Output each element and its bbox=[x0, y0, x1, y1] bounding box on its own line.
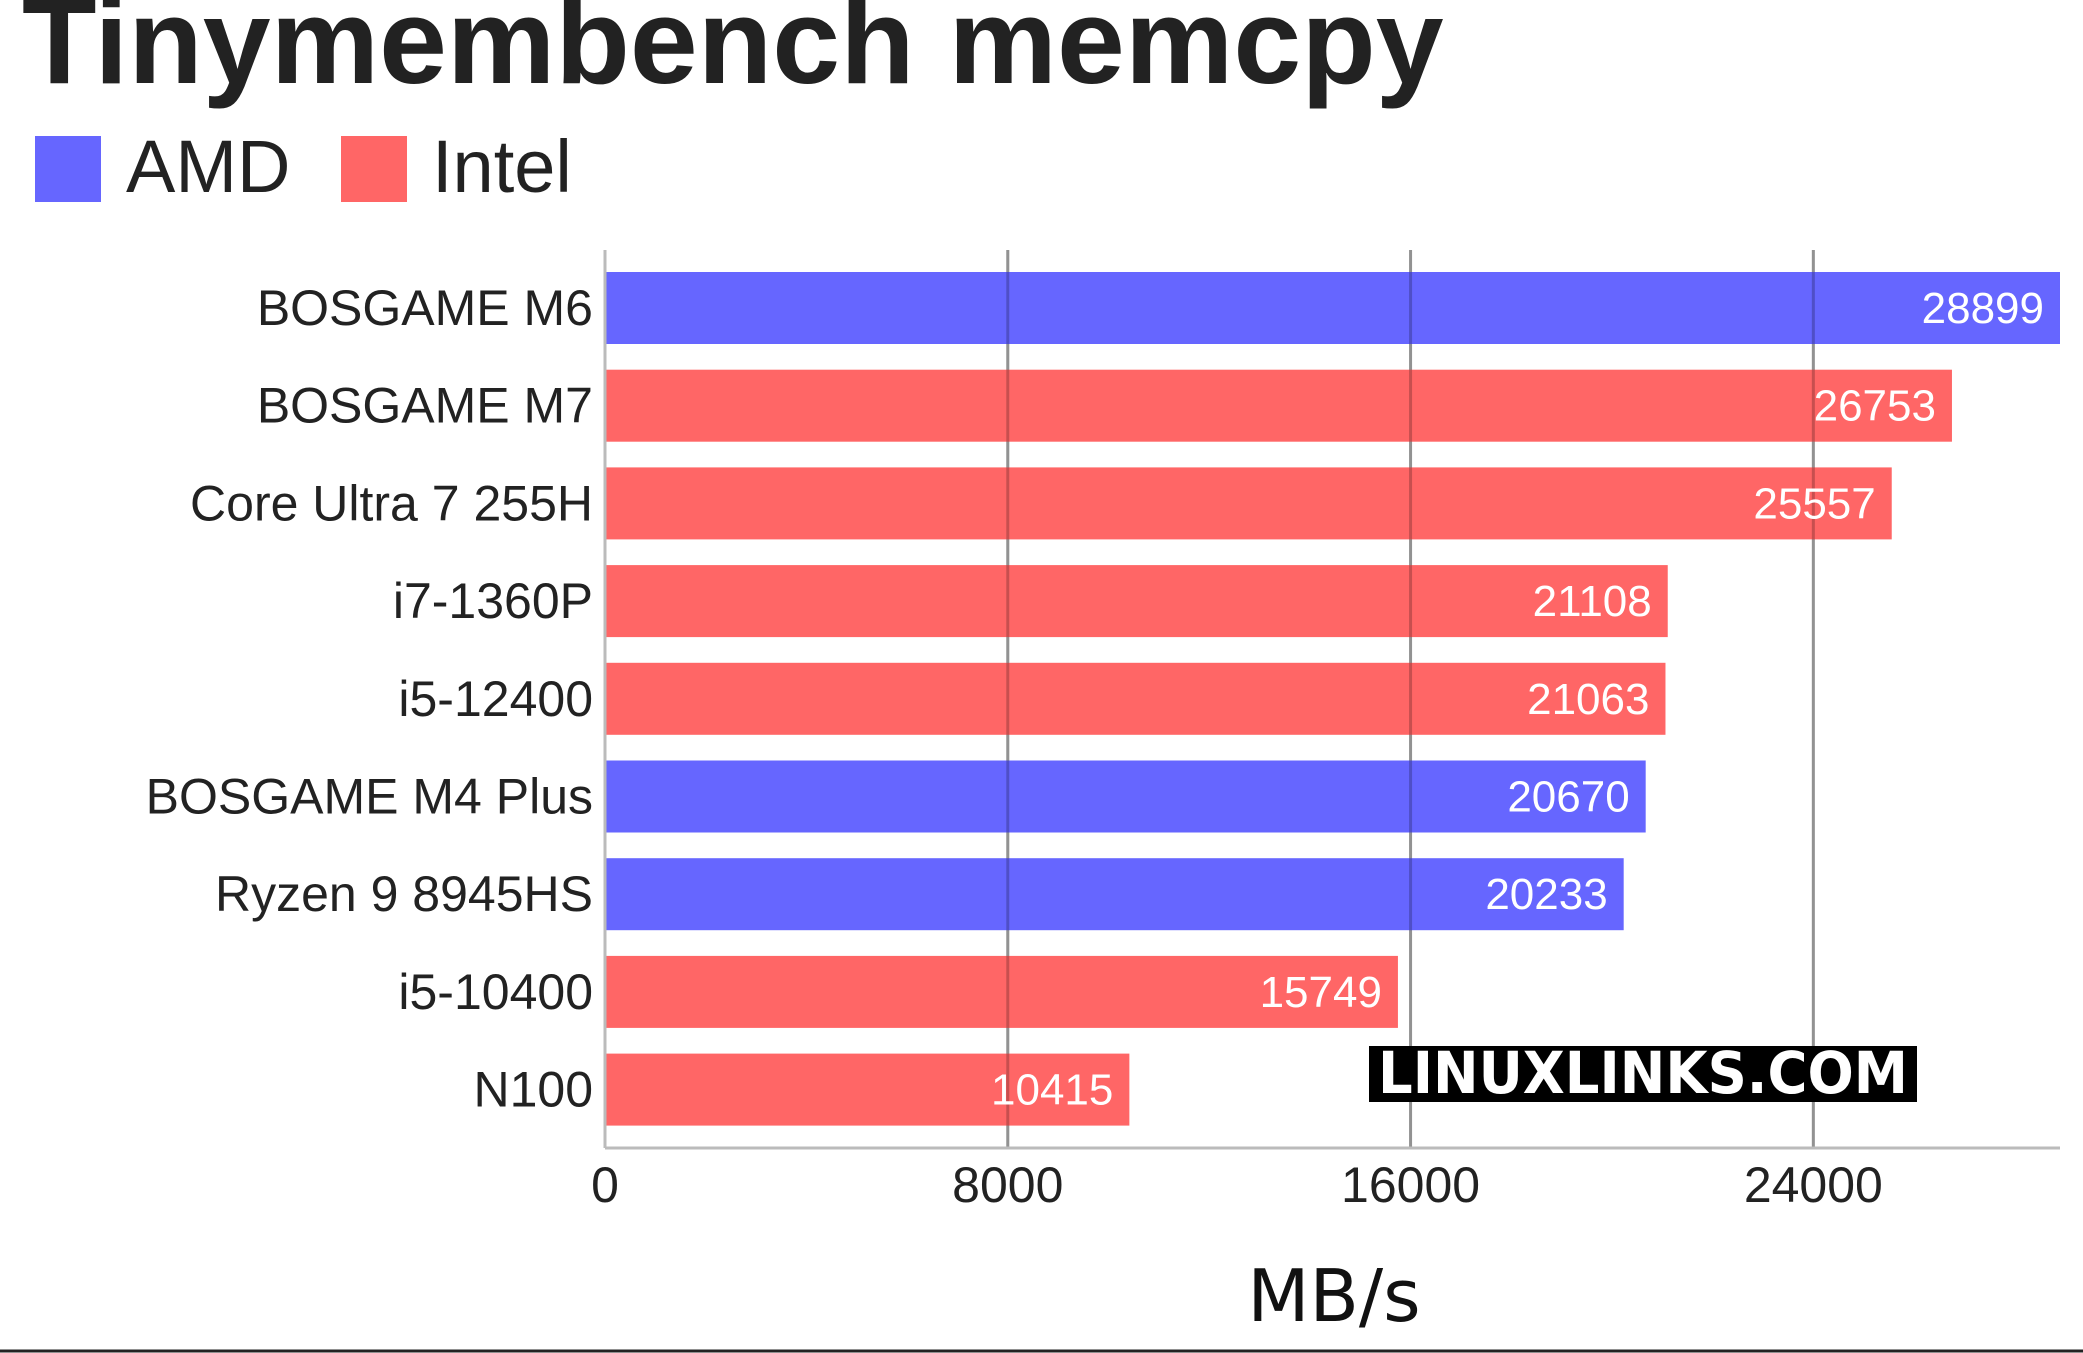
category-label-7: i5-10400 bbox=[398, 964, 593, 1020]
data-labels: 28899 26753 25557 21108 21063 20670 20233 15749… bbox=[991, 284, 2044, 1115]
bar-8 bbox=[605, 1053, 1130, 1126]
gridlines-overlay bbox=[1006, 250, 1815, 1148]
data-label-0: 28899 bbox=[1922, 284, 2044, 333]
watermark-text: LINUXLINKS.COM bbox=[1378, 1039, 1908, 1107]
x-tick-labels: 0 8000 16000 24000 bbox=[591, 1157, 1883, 1213]
category-label-5: BOSGAME M4 Plus bbox=[146, 769, 593, 825]
data-label-6: 20233 bbox=[1485, 870, 1607, 919]
bar-6 bbox=[605, 858, 1624, 931]
data-label-5: 20670 bbox=[1507, 773, 1629, 822]
data-label-2: 25557 bbox=[1753, 479, 1875, 528]
bar-1 bbox=[605, 369, 1952, 442]
category-label-4: i5-12400 bbox=[398, 671, 593, 727]
chart-title: Tinymembench memcpy bbox=[22, 0, 1444, 109]
x-tick-label-16000: 16000 bbox=[1341, 1157, 1480, 1213]
axes bbox=[603, 250, 2060, 1150]
category-label-1: BOSGAME M7 bbox=[257, 378, 593, 434]
category-labels: BOSGAME M6 BOSGAME M7 Core Ultra 7 255H i7-… bbox=[146, 280, 593, 1118]
category-label-8: N100 bbox=[473, 1062, 593, 1118]
x-tick-label-0: 0 bbox=[591, 1157, 619, 1213]
category-label-2: Core Ultra 7 255H bbox=[190, 475, 593, 531]
bar-0 bbox=[605, 272, 2060, 344]
legend: AMD Intel bbox=[35, 125, 572, 208]
bars bbox=[605, 272, 2060, 1126]
x-axis-title: MB/s bbox=[1247, 1254, 1420, 1338]
bar-4 bbox=[605, 662, 1666, 735]
legend-label-amd: AMD bbox=[126, 125, 290, 208]
bar-3 bbox=[605, 565, 1668, 638]
x-tick-label-24000: 24000 bbox=[1744, 1157, 1883, 1213]
bar-2 bbox=[605, 467, 1892, 540]
data-label-7: 15749 bbox=[1260, 968, 1382, 1017]
bar-7 bbox=[605, 955, 1398, 1028]
data-label-4: 21063 bbox=[1527, 675, 1649, 724]
data-label-3: 21108 bbox=[1533, 577, 1652, 626]
data-label-1: 26753 bbox=[1814, 382, 1936, 431]
category-label-0: BOSGAME M6 bbox=[257, 280, 593, 336]
category-label-6: Ryzen 9 8945HS bbox=[215, 866, 593, 922]
category-label-3: i7-1360P bbox=[393, 573, 593, 629]
watermark-logo: LINUXLINKS.COM bbox=[1369, 1039, 1917, 1107]
watermark-background bbox=[1369, 1046, 1917, 1102]
legend-swatch-intel bbox=[341, 136, 407, 202]
x-tick-label-8000: 8000 bbox=[952, 1157, 1063, 1213]
data-label-8: 10415 bbox=[991, 1066, 1113, 1115]
legend-label-intel: Intel bbox=[432, 125, 572, 208]
legend-swatch-amd bbox=[35, 136, 101, 202]
bar-5 bbox=[605, 760, 1646, 833]
